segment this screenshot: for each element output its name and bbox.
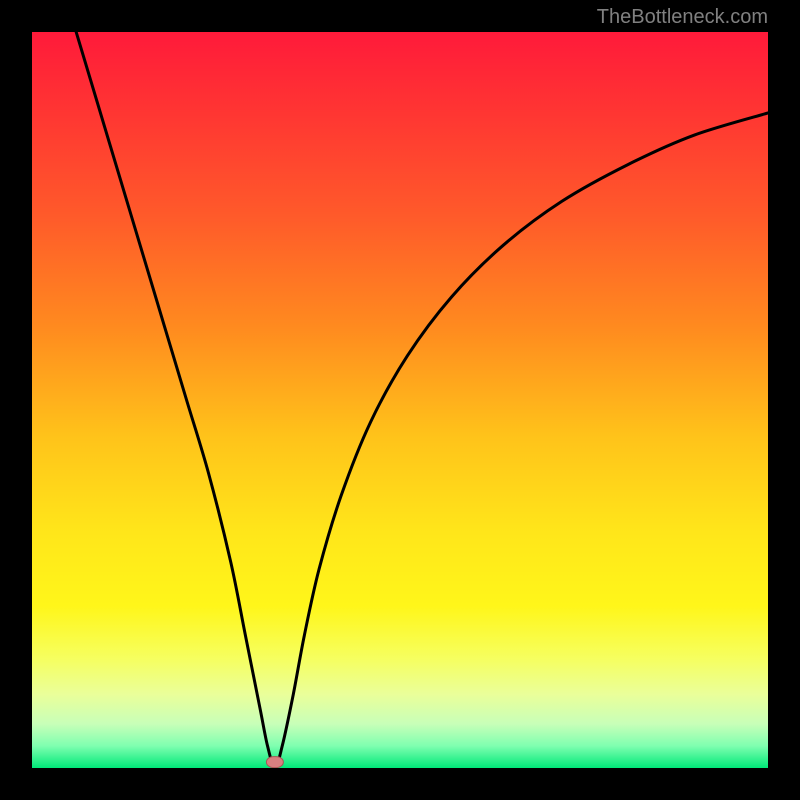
minimum-marker: [266, 757, 283, 768]
bottleneck-curve: [32, 32, 768, 768]
plot-area: [32, 32, 768, 768]
watermark-text: TheBottleneck.com: [597, 6, 768, 29]
